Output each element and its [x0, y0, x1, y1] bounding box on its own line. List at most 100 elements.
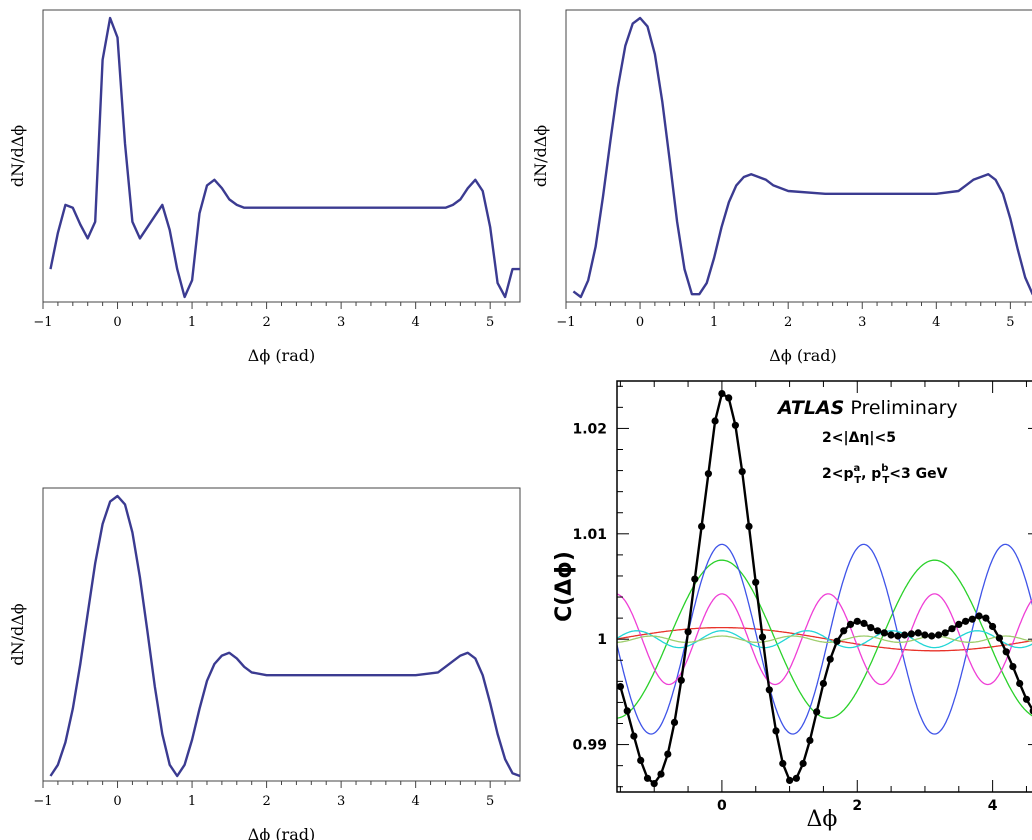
data-point	[948, 625, 956, 633]
pt-a-sup: a	[854, 463, 861, 474]
data-point	[711, 417, 719, 425]
series-line	[49, 16, 520, 299]
harmonic-v5-line	[617, 630, 1032, 649]
pt-label-2: , p	[861, 466, 881, 482]
data-point	[752, 578, 760, 586]
x-tick-label: 2	[262, 315, 270, 330]
data-point	[670, 718, 679, 727]
data-point	[934, 631, 943, 639]
y-tick-label: 1.02	[572, 421, 607, 437]
data-point	[962, 617, 970, 625]
x-tick-label: 3	[337, 794, 345, 809]
data-point	[894, 632, 902, 640]
data-point	[806, 736, 814, 745]
data-point	[1016, 679, 1024, 688]
data-point	[1022, 695, 1031, 703]
data-point	[643, 774, 652, 782]
y-axis-label: C(Δϕ)	[552, 551, 577, 622]
x-tick-label: 1	[188, 315, 196, 330]
series-line	[49, 494, 521, 778]
data-point	[880, 629, 888, 637]
data-point	[928, 632, 936, 640]
data-point	[887, 631, 895, 639]
x-tick-label: 4	[412, 794, 420, 809]
x-axis-label: Δϕ (rad)	[769, 346, 836, 365]
data-point	[779, 759, 787, 768]
data-point	[901, 631, 909, 639]
x-tick-label: 5	[486, 315, 494, 330]
data-point	[758, 633, 767, 641]
x-tick-label: 1	[710, 315, 718, 330]
data-point	[968, 615, 976, 623]
data-point	[786, 776, 794, 785]
data-point	[630, 732, 638, 740]
pt-range-end: <3 GeV	[889, 466, 947, 482]
data-point	[725, 394, 733, 402]
data-point	[995, 634, 1004, 642]
plot-frame	[565, 9, 1032, 303]
y-tick-label: 1.01	[572, 527, 607, 543]
data-point	[1002, 648, 1010, 656]
data-point	[867, 624, 875, 632]
data-point	[718, 390, 726, 398]
data-point	[731, 421, 740, 429]
data-point	[914, 629, 922, 637]
data-point	[840, 627, 848, 635]
data-point	[617, 683, 624, 691]
x-tick-label: 0	[717, 798, 727, 814]
eta-range-annotation: 2<|Δη|<5	[822, 430, 896, 446]
x-tick-label: 4	[988, 798, 998, 814]
x-tick-label: −1	[33, 794, 52, 809]
fourier-components	[617, 543, 1032, 735]
x-tick-label: 4	[412, 315, 420, 330]
data-point	[792, 774, 801, 782]
pt-a-sub: T	[854, 475, 861, 486]
data-point	[833, 637, 841, 645]
data-fit-line	[619, 391, 1032, 786]
data-point	[921, 631, 929, 639]
data-point	[684, 628, 692, 636]
plot-frame	[42, 9, 521, 303]
x-tick-label: 1	[188, 794, 196, 809]
data-point	[975, 612, 983, 620]
x-tick-label: 2	[852, 798, 862, 814]
plot-frame	[616, 380, 1032, 793]
data-point	[799, 759, 807, 768]
data-point	[860, 619, 868, 628]
data-point	[955, 620, 963, 629]
chart-bottom-left: −1 0 1 2 3 4 5 Δϕ (rad) dN/dΔϕ	[8, 487, 521, 840]
harmonic-v2-line	[617, 559, 1032, 719]
data-point	[1009, 663, 1017, 671]
pt-range-annotation: 2<pa T, pb T<3 GeV	[822, 463, 948, 486]
x-axis-label: Δϕ	[807, 807, 838, 832]
series-line	[572, 16, 1032, 299]
pt-b-sub: T	[882, 475, 889, 486]
harmonic-v4-line	[617, 593, 1032, 686]
data-point	[941, 629, 949, 637]
y-tick-label: 1	[597, 632, 607, 648]
data-point	[698, 522, 706, 531]
data-point	[813, 708, 821, 716]
x-tick-label: 3	[858, 315, 866, 330]
chart-top-left: −1 0 1 2 3 4 5 Δϕ (rad) dN/dΔϕ	[8, 9, 521, 365]
data-point	[704, 470, 713, 478]
y-tick-label: 0.99	[572, 738, 607, 754]
chart-title: ATLAS Preliminary	[776, 397, 958, 419]
data-point	[772, 727, 780, 735]
data-point	[657, 770, 665, 778]
chart-bottom-right-atlas: 0 2 4 0.99 1 1.01 1.02 Δϕ C(Δϕ) ATLAS Preliminary 2…	[552, 380, 1032, 832]
data-point	[826, 655, 834, 663]
data-point	[989, 622, 997, 631]
chart-top-right: −1 0 1 2 3 4 5 Δϕ (rad) dN/dΔϕ	[531, 9, 1032, 365]
data-point	[677, 676, 685, 684]
data-point	[650, 780, 658, 788]
data-point	[853, 617, 861, 625]
data-point	[623, 707, 631, 715]
data-point	[637, 756, 645, 765]
plot-frame	[42, 487, 521, 782]
x-tick-label: 2	[784, 315, 792, 330]
x-tick-label: 0	[113, 794, 121, 809]
chart-title-atlas: ATLAS	[776, 397, 844, 419]
data-point	[664, 750, 672, 758]
y-axis-label: dN/dΔϕ	[8, 125, 27, 187]
